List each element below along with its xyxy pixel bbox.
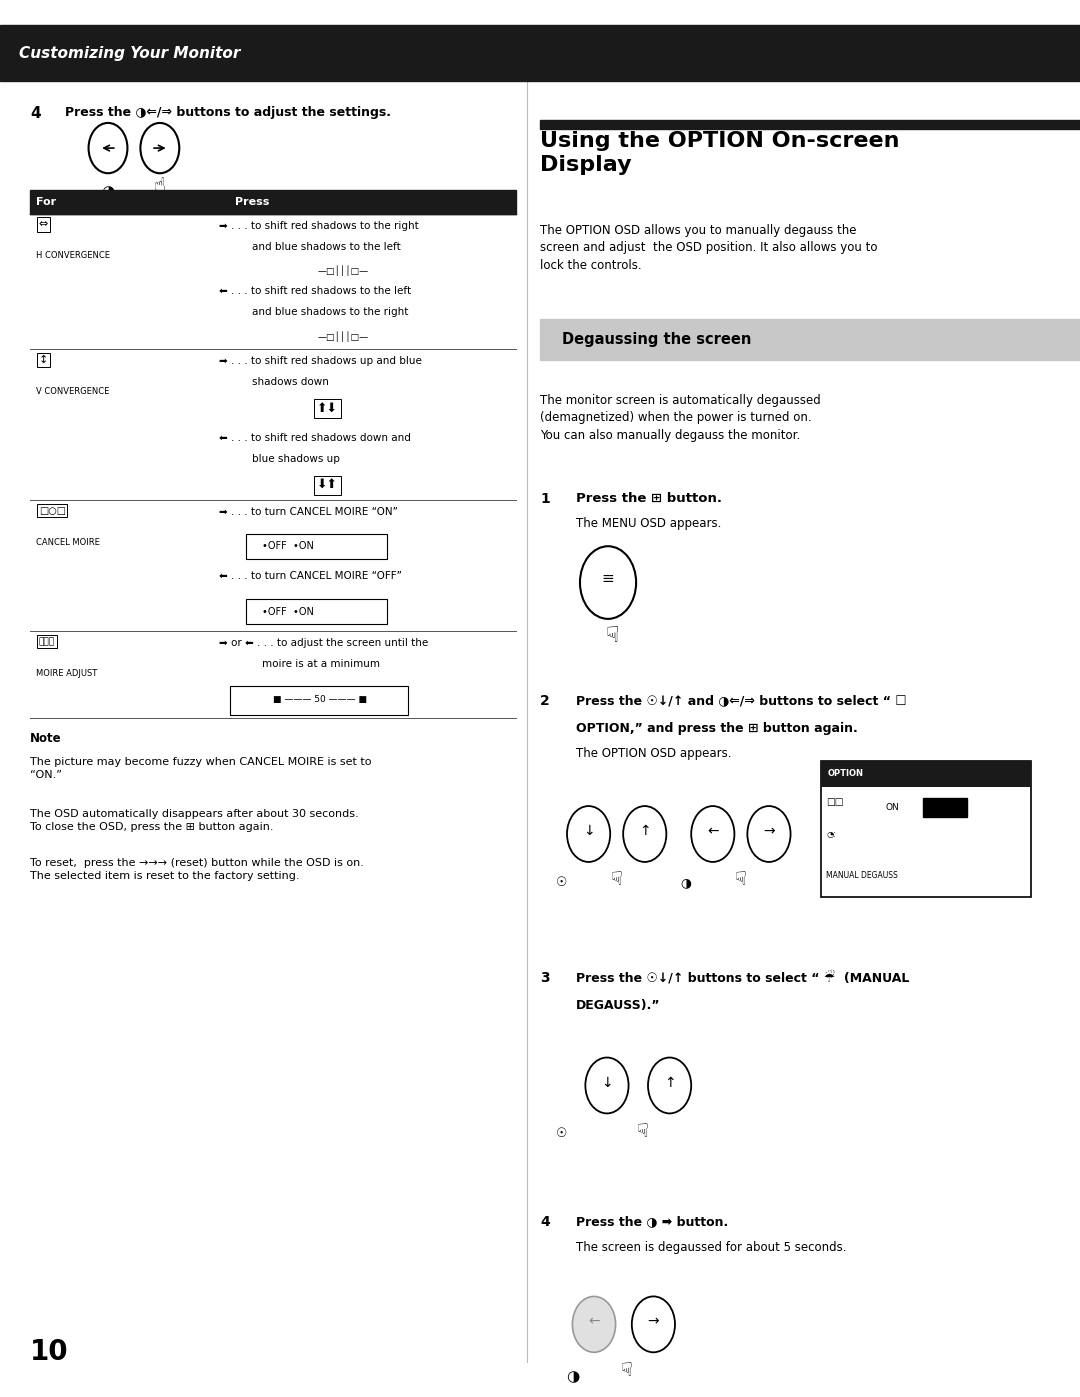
Text: Press the ⊞ button.: Press the ⊞ button.: [576, 492, 721, 504]
Bar: [540, 319, 1080, 360]
Text: The monitor screen is automatically degaussed
(demagnetized) when the power is t: The monitor screen is automatically dega…: [540, 394, 821, 441]
Text: —□│││□—: —□│││□—: [318, 331, 369, 342]
Text: ←: ←: [707, 824, 718, 838]
Text: □○□: □○□: [39, 506, 66, 515]
Text: The MENU OSD appears.: The MENU OSD appears.: [576, 517, 721, 529]
Text: —□│││□—: —□│││□—: [318, 265, 369, 277]
Text: blue shadows up: blue shadows up: [252, 454, 339, 464]
Text: ⬇⬆: ⬇⬆: [316, 479, 338, 492]
Text: and blue shadows to the left: and blue shadows to the left: [252, 242, 401, 251]
Text: 10: 10: [30, 1338, 69, 1366]
Text: MANUAL DEGAUSS: MANUAL DEGAUSS: [826, 872, 897, 880]
Text: 1: 1: [540, 492, 550, 506]
Text: Using the OPTION On-screen
Display: Using the OPTION On-screen Display: [540, 131, 900, 175]
Text: ←: ←: [589, 1315, 599, 1329]
Text: ☉: ☉: [556, 1127, 567, 1140]
Text: Press the ◑ ➡ button.: Press the ◑ ➡ button.: [576, 1215, 728, 1228]
Text: ⇔: ⇔: [39, 219, 49, 229]
Text: ➡ . . . to shift red shadows to the right: ➡ . . . to shift red shadows to the righ…: [219, 221, 419, 231]
Text: For: For: [36, 197, 56, 207]
Text: To reset,  press the →→→ (reset) button while the OSD is on.
The selected item i: To reset, press the →→→ (reset) button w…: [30, 858, 364, 882]
Text: ⬅ . . . to turn CANCEL MOIRE “OFF”: ⬅ . . . to turn CANCEL MOIRE “OFF”: [219, 571, 402, 581]
Text: CANCEL MOIRE: CANCEL MOIRE: [36, 538, 99, 546]
Text: 4: 4: [30, 106, 41, 122]
Text: ↓: ↓: [583, 824, 594, 838]
Text: •OFF  •ON: •OFF •ON: [262, 541, 314, 552]
Text: 3: 3: [540, 971, 550, 985]
Text: V CONVERGENCE: V CONVERGENCE: [36, 387, 109, 395]
Text: •OFF  •ON: •OFF •ON: [262, 606, 314, 617]
Text: Degaussing the screen: Degaussing the screen: [562, 332, 751, 346]
Text: ON: ON: [886, 803, 900, 812]
Text: 4: 4: [540, 1215, 550, 1229]
Text: ⬆⬇: ⬆⬇: [316, 402, 338, 415]
Text: ⎕⎕⎕: ⎕⎕⎕: [39, 637, 55, 645]
Text: ⬅ . . . to shift red shadows to the left: ⬅ . . . to shift red shadows to the left: [219, 286, 411, 296]
Text: ☟: ☟: [606, 626, 619, 645]
Text: The OPTION OSD allows you to manually degauss the
screen and adjust  the OSD pos: The OPTION OSD allows you to manually de…: [540, 224, 877, 271]
Text: ■ ——— 50 ——— ■: ■ ——— 50 ——— ■: [272, 696, 367, 704]
Text: The screen is degaussed for about 5 seconds.: The screen is degaussed for about 5 seco…: [576, 1241, 846, 1253]
Text: Press the ◑⇐/⇒ buttons to adjust the settings.: Press the ◑⇐/⇒ buttons to adjust the set…: [65, 106, 391, 119]
Bar: [540, 120, 1080, 129]
Text: ↑: ↑: [664, 1076, 675, 1090]
Text: Press the ☉↓/↑ and ◑⇐/⇒ buttons to select “ ☐: Press the ☉↓/↑ and ◑⇐/⇒ buttons to selec…: [576, 694, 906, 707]
Bar: [0, 25, 1080, 81]
FancyBboxPatch shape: [246, 599, 387, 624]
Text: ☟: ☟: [621, 1361, 632, 1380]
Text: moire is at a minimum: moire is at a minimum: [262, 659, 380, 669]
Text: Press: Press: [235, 197, 270, 207]
Text: MOIRE ADJUST: MOIRE ADJUST: [36, 669, 97, 678]
Circle shape: [572, 1296, 616, 1352]
Text: ☐☐: ☐☐: [826, 798, 843, 809]
Text: ↑: ↑: [639, 824, 650, 838]
Text: ◑: ◑: [566, 1369, 579, 1384]
Bar: [821, 761, 1031, 897]
Text: Press the ☉↓/↑ buttons to select “ ☔  (MANUAL: Press the ☉↓/↑ buttons to select “ ☔ (MA…: [576, 971, 909, 985]
Bar: [30, 190, 516, 214]
Text: DEGAUSS).”: DEGAUSS).”: [576, 999, 660, 1011]
Text: ➡ or ⬅ . . . to adjust the screen until the: ➡ or ⬅ . . . to adjust the screen until …: [219, 638, 429, 648]
Text: ☟: ☟: [735, 870, 746, 890]
Text: The picture may become fuzzy when CANCEL MOIRE is set to
“ON.”: The picture may become fuzzy when CANCEL…: [30, 757, 372, 781]
Text: and blue shadows to the right: and blue shadows to the right: [252, 307, 408, 317]
Text: ➡ . . . to turn CANCEL MOIRE “ON”: ➡ . . . to turn CANCEL MOIRE “ON”: [219, 507, 399, 517]
Text: shadows down: shadows down: [252, 377, 328, 387]
Text: →: →: [764, 824, 774, 838]
Text: ◑: ◑: [102, 184, 114, 200]
Text: OPTION,” and press the ⊞ button again.: OPTION,” and press the ⊞ button again.: [576, 722, 858, 735]
Text: ◑: ◑: [680, 876, 691, 888]
Text: The OSD automatically disappears after about 30 seconds.
To close the OSD, press: The OSD automatically disappears after a…: [30, 809, 359, 833]
Text: ◔:: ◔:: [826, 830, 836, 838]
Text: The OPTION OSD appears.: The OPTION OSD appears.: [576, 747, 731, 760]
Text: →: →: [648, 1315, 659, 1329]
Text: ≡: ≡: [602, 571, 615, 585]
FancyBboxPatch shape: [246, 534, 387, 559]
Text: Note: Note: [30, 732, 62, 745]
Text: ☟: ☟: [611, 870, 622, 890]
Text: H CONVERGENCE: H CONVERGENCE: [36, 251, 110, 260]
Text: ☉: ☉: [556, 876, 567, 888]
Text: ☟: ☟: [637, 1122, 648, 1141]
Text: OPTION: OPTION: [827, 770, 863, 778]
Text: 2: 2: [540, 694, 550, 708]
Text: ☝: ☝: [154, 176, 165, 196]
FancyBboxPatch shape: [230, 686, 408, 715]
Text: ⬅ . . . to shift red shadows down and: ⬅ . . . to shift red shadows down and: [219, 433, 411, 443]
Bar: [923, 798, 967, 817]
Text: ↕: ↕: [39, 355, 49, 365]
Text: Customizing Your Monitor: Customizing Your Monitor: [19, 46, 241, 60]
Bar: [821, 761, 1031, 787]
Text: ➡ . . . to shift red shadows up and blue: ➡ . . . to shift red shadows up and blue: [219, 356, 422, 366]
Text: ↓: ↓: [602, 1076, 612, 1090]
